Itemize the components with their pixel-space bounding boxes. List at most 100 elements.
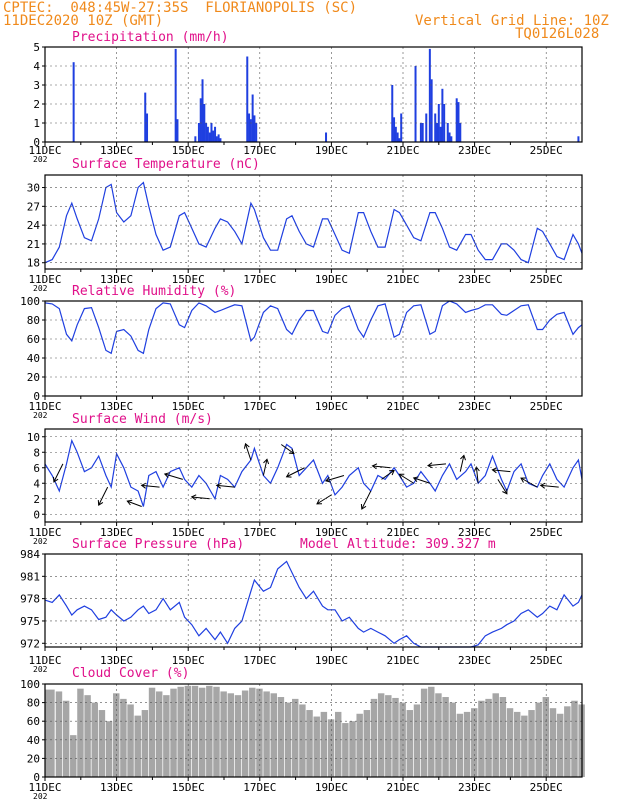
y-tick-label: 40 [27, 734, 40, 747]
y-tick-label: 60 [27, 715, 40, 728]
precip-bar-23 [253, 115, 256, 142]
y-tick-label: 2 [33, 493, 40, 506]
wind-arrow-12 [325, 475, 345, 482]
y-tick-label: 27 [27, 200, 40, 213]
x-year-stub: 202 [33, 284, 48, 293]
precip-bar-41 [439, 126, 442, 142]
x-tick-label: 13DEC [100, 144, 133, 157]
y-tick-label: 8 [33, 446, 40, 459]
y-tick-label: 20 [27, 371, 40, 384]
x-tick-label: 11DEC [28, 526, 61, 539]
cloud-bar-44 [363, 710, 371, 777]
precip-bar-18 [219, 138, 222, 142]
x-tick-label: 25DEC [530, 526, 563, 539]
precip-bar-5 [194, 136, 197, 142]
cloud-bar-15 [155, 691, 163, 777]
cloud-bar-26 [234, 695, 242, 777]
x-tick-label: 23DEC [458, 144, 491, 157]
precip-bar-24 [255, 123, 258, 142]
cloud-bar-12 [134, 715, 141, 777]
wind-arrowhead-19 [460, 454, 466, 461]
cloud-bar-49 [399, 702, 406, 777]
x-tick-label: 13DEC [100, 273, 133, 286]
precip-bar-43 [443, 104, 446, 142]
wind-arrow-7 [244, 443, 252, 461]
x-tick-label: 13DEC [100, 781, 133, 794]
x-tick-label: 11DEC [28, 273, 61, 286]
cloud-bar-17 [170, 688, 177, 777]
cloud-bar-18 [177, 686, 184, 777]
precip-bar-40 [437, 104, 440, 142]
wind-arrowhead-13 [360, 503, 367, 510]
cloud-bar-21 [198, 687, 206, 777]
cloud-bar-33 [284, 702, 292, 777]
cloud-bar-6 [91, 702, 98, 777]
cloud-bar-66 [521, 715, 528, 777]
x-tick-label: 23DEC [458, 400, 491, 413]
precip-bar-46 [450, 136, 453, 142]
panel-1 [42, 174, 583, 273]
y-tick-label: 20 [27, 752, 40, 765]
precip-bar-10 [205, 123, 208, 142]
precip-bar-0 [72, 62, 75, 143]
y-tick-label: 21 [27, 238, 40, 251]
y-tick-label: 972 [20, 637, 40, 650]
cloud-bar-40 [334, 711, 342, 777]
cloud-bar-72 [564, 706, 571, 777]
panel-5 [42, 683, 585, 781]
header-station: CPTEC: 048:45W-27:35S FLORIANOPOLIS (SC) [3, 0, 358, 16]
y-tick-label: 0 [33, 508, 40, 521]
precip-bar-12 [208, 132, 211, 142]
y-tick-label: 3 [33, 79, 40, 92]
x-tick-label: 25DEC [530, 144, 563, 157]
x-tick-label: 25DEC [530, 273, 563, 286]
wind-arrowhead-10 [285, 472, 292, 478]
x-tick-label: 17DEC [243, 273, 276, 286]
precip-bar-42 [441, 88, 444, 142]
x-tick-label: 19DEC [315, 400, 348, 413]
cloud-bar-7 [98, 710, 106, 777]
precip-bar-17 [217, 134, 220, 142]
wind-arrow-18 [427, 463, 447, 467]
header-code: TQ0126L028 [515, 26, 600, 42]
wind-arrow-8 [262, 459, 268, 476]
wind-arrowhead-22 [491, 467, 498, 474]
wind-arrow-13 [361, 490, 372, 510]
wind-arrowhead-9 [288, 448, 295, 455]
cloud-bar-43 [356, 713, 363, 777]
y-tick-label: 0 [33, 771, 40, 784]
panel-frame [44, 683, 583, 778]
cloud-bar-30 [263, 691, 270, 777]
precip-bar-36 [428, 48, 431, 142]
y-tick-label: 30 [27, 182, 40, 195]
wind-arrowhead-17 [412, 476, 419, 483]
cloud-bar-20 [191, 685, 199, 777]
x-tick-label: 13DEC [100, 654, 133, 667]
precip-bar-15 [214, 126, 217, 142]
wind-arrow-20 [475, 466, 479, 484]
panel-3 [42, 428, 583, 526]
y-tick-label: 5 [33, 41, 40, 54]
x-tick-label: 17DEC [243, 654, 276, 667]
header-date: 11DEC2020 10Z (GMT) [3, 13, 164, 29]
x-tick-label: 15DEC [172, 654, 205, 667]
x-tick-label: 23DEC [458, 781, 491, 794]
wind-arrow-24 [540, 484, 559, 488]
y-tick-label: 981 [20, 570, 40, 583]
x-tick-label: 17DEC [243, 526, 276, 539]
panel-note: Model Altitude: 309.327 m [300, 537, 496, 552]
precip-bar-13 [210, 123, 213, 142]
wind-arrowhead-11 [316, 499, 323, 505]
cloud-bar-54 [435, 693, 442, 777]
precip-bar-6 [197, 123, 200, 142]
wind-arrow-15 [372, 465, 391, 469]
cloud-bar-13 [141, 710, 149, 777]
x-year-stub: 202 [33, 792, 48, 800]
wind-arrowhead-20 [473, 466, 480, 472]
x-tick-label: 13DEC [100, 400, 133, 413]
wind-arrowhead-4 [163, 472, 170, 479]
panel-title: Precipitation (mm/h) [72, 30, 229, 45]
cloud-bar-14 [148, 687, 156, 777]
panel-frame [44, 174, 583, 270]
cloud-bar-36 [306, 710, 313, 777]
